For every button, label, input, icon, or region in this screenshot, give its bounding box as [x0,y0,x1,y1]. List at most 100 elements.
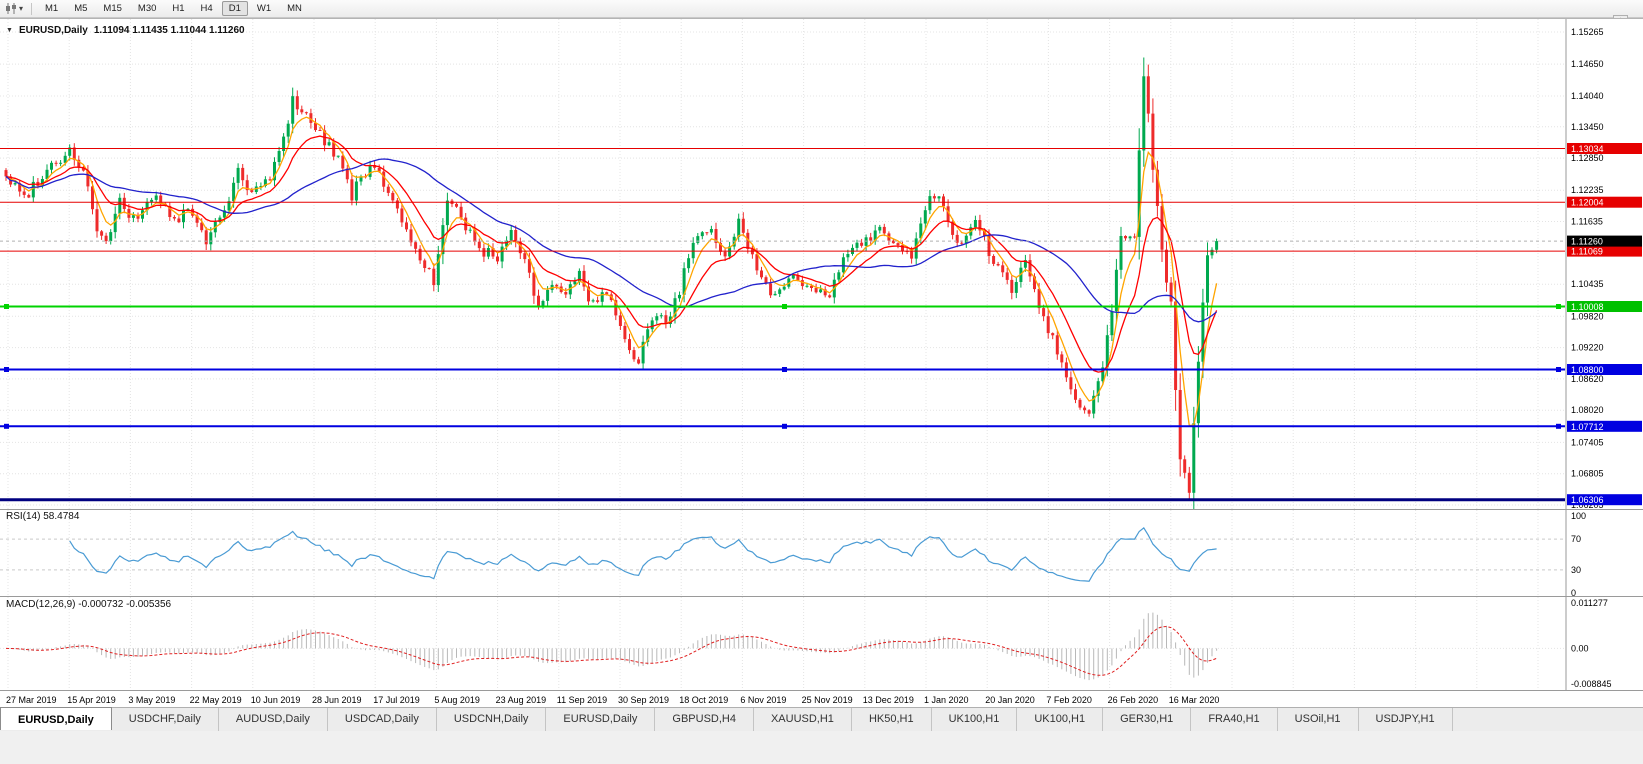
date-label: 28 Jun 2019 [312,695,362,705]
svg-text:1.12004: 1.12004 [1571,198,1604,208]
date-label: 18 Oct 2019 [679,695,729,705]
date-label: 22 May 2019 [189,695,242,705]
date-label: 6 Nov 2019 [740,695,787,705]
date-label: 1 Jan 2020 [924,695,969,705]
timeframe-button-h1[interactable]: H1 [172,3,185,14]
tab-ger30-h1-11[interactable]: GER30,H1 [1103,708,1192,731]
svg-text:30: 30 [1571,565,1581,575]
chart-tabs-bar: EURUSD,Daily USDCHF,Daily AUDUSD,Daily USDC… [0,707,1643,731]
svg-text:1.08020: 1.08020 [1571,405,1604,415]
timeframe-button-m15[interactable]: M15 [103,3,122,14]
price-pane[interactable]: 1.15265 1.14650 1.14040 1.13450 1.12850 1.122… [0,19,1643,509]
date-label: 27 Mar 2019 [6,695,57,705]
svg-text:1.10008: 1.10008 [1571,302,1604,312]
candlestick-icon-glyph [6,3,16,14]
svg-text:1.14040: 1.14040 [1571,91,1604,101]
tab-xauusd-h1-7[interactable]: XAUUSD,H1 [754,708,852,731]
date-label: 30 Sep 2019 [618,695,670,705]
svg-text:1.09820: 1.09820 [1571,311,1604,321]
svg-text:1.07405: 1.07405 [1571,437,1604,447]
chart-title-quote: 1.11094 1.11435 1.11044 1.11260 [93,25,245,36]
svg-text:1.11069: 1.11069 [1571,247,1603,257]
svg-text:1.10435: 1.10435 [1571,279,1604,289]
svg-text:1.15265: 1.15265 [1571,27,1604,37]
rsi-pane[interactable]: 100 70 30 0 [0,510,1643,596]
date-label: 13 Dec 2019 [862,695,914,705]
tab-fra40-h1-12[interactable]: FRA40,H1 [1191,708,1278,731]
chart-title: ▼ EURUSD,Daily 1.11094 1.11435 1.11044 1… [6,25,245,36]
date-label: 11 Sep 2019 [556,695,608,705]
timeframe-button-w1[interactable]: W1 [256,3,272,14]
tab-usoil-h1-13[interactable]: USOil,H1 [1278,708,1359,731]
timeframe-button-m5[interactable]: M5 [74,3,88,14]
chart-window: ▼ EURUSD,Daily 1.11094 1.11435 1.11044 1… [0,18,1643,708]
date-label: 26 Feb 2020 [1107,695,1159,705]
chart-type-icon[interactable] [5,3,18,14]
date-label: 7 Feb 2020 [1046,695,1092,705]
timeframe-button-mn[interactable]: MN [287,3,302,14]
date-label: 20 Jan 2020 [985,695,1035,705]
tab-hk50-h1-8[interactable]: HK50,H1 [852,708,932,731]
svg-text:1.08800: 1.08800 [1571,365,1604,375]
chart-title-symbol: EURUSD,Daily [18,25,88,36]
tab-usdchf-daily-1[interactable]: USDCHF,Daily [112,708,219,731]
horizontal-level-lines[interactable] [0,148,1565,502]
svg-text:100: 100 [1571,511,1586,521]
price-axis: 1.15265 1.14650 1.14040 1.13450 1.12850 1.122… [1565,19,1642,509]
timeframe-buttons-group: M1 M5 M15 M30 H1 H4 D1 W1 MN [37,1,310,16]
rsi-axis: 100 70 30 0 [1565,510,1586,596]
date-label: 15 Apr 2019 [67,695,116,705]
svg-text:1.11635: 1.11635 [1571,217,1603,227]
date-label: 3 May 2019 [128,695,176,705]
tab-eurusd-daily-5[interactable]: EURUSD,Daily [546,708,656,731]
timeframe-button-d1[interactable]: D1 [221,1,248,16]
timeframe-toolbar: ▾ M1 M5 M15 M30 H1 H4 D1 W1 MN [0,0,1643,18]
date-label: 16 Mar 2020 [1168,695,1220,705]
date-label: 25 Nov 2019 [801,695,853,705]
date-axis[interactable]: 27 Mar 2019 15 Apr 2019 3 May 2019 22 May 2… [0,690,1643,708]
svg-text:1.11260: 1.11260 [1571,237,1603,247]
tab-usdcad-daily-3[interactable]: USDCAD,Daily [328,708,437,731]
chart-collapse-icon[interactable]: ▼ [6,27,13,34]
tab-uk100-h1-10[interactable]: UK100,H1 [1017,708,1104,731]
svg-text:1.07712: 1.07712 [1571,422,1604,432]
macd-signal-line [5,625,1217,676]
svg-text:1.06306: 1.06306 [1571,495,1604,505]
pane-splitter[interactable] [0,509,1643,510]
svg-text:0.00: 0.00 [1571,643,1589,653]
macd-pane[interactable]: 0.011277 0.00 -0.008845 [0,597,1643,690]
pane-splitter[interactable] [0,596,1643,597]
svg-text:0: 0 [1571,588,1576,596]
macd-grid [0,597,1565,690]
chart-type-dropdown-icon[interactable]: ▾ [19,4,24,13]
svg-text:1.06805: 1.06805 [1571,469,1604,479]
date-label: 17 Jul 2019 [373,695,420,705]
rsi-label: RSI(14) 58.4784 [6,511,80,522]
date-label: 10 Jun 2019 [250,695,301,705]
date-label: 5 Aug 2019 [434,695,480,705]
macd-axis: 0.011277 0.00 -0.008845 [1565,597,1612,690]
svg-text:1.14650: 1.14650 [1571,59,1604,69]
timeframe-button-m30[interactable]: M30 [137,3,157,14]
tab-uk100-h1-9[interactable]: UK100,H1 [932,708,1018,731]
tab-usdcnh-daily-4[interactable]: USDCNH,Daily [437,708,547,731]
svg-text:1.12850: 1.12850 [1571,153,1604,163]
timeframe-button-m1[interactable]: M1 [45,3,59,14]
svg-text:1.13034: 1.13034 [1571,144,1604,154]
tab-eurusd-daily-0[interactable]: EURUSD,Daily [0,707,112,730]
date-label: 23 Aug 2019 [495,695,547,705]
macd-label: MACD(12,26,9) -0.000732 -0.005356 [6,599,172,610]
tab-usdjpy-h1-14[interactable]: USDJPY,H1 [1359,708,1453,731]
svg-text:1.08620: 1.08620 [1571,374,1604,384]
rsi-grid [0,510,1565,596]
svg-text:1.13450: 1.13450 [1571,122,1604,132]
svg-text:-0.008845: -0.008845 [1571,679,1612,689]
svg-text:1.12235: 1.12235 [1571,185,1604,195]
svg-text:1.09220: 1.09220 [1571,343,1604,353]
timeframe-button-h4[interactable]: H4 [200,3,213,14]
moving-average-lines [5,116,1218,427]
grid-layer [0,19,1565,509]
tab-audusd-daily-2[interactable]: AUDUSD,Daily [219,708,328,731]
svg-text:70: 70 [1571,534,1581,544]
tab-gbpusd-h4-6[interactable]: GBPUSD,H4 [655,708,754,731]
